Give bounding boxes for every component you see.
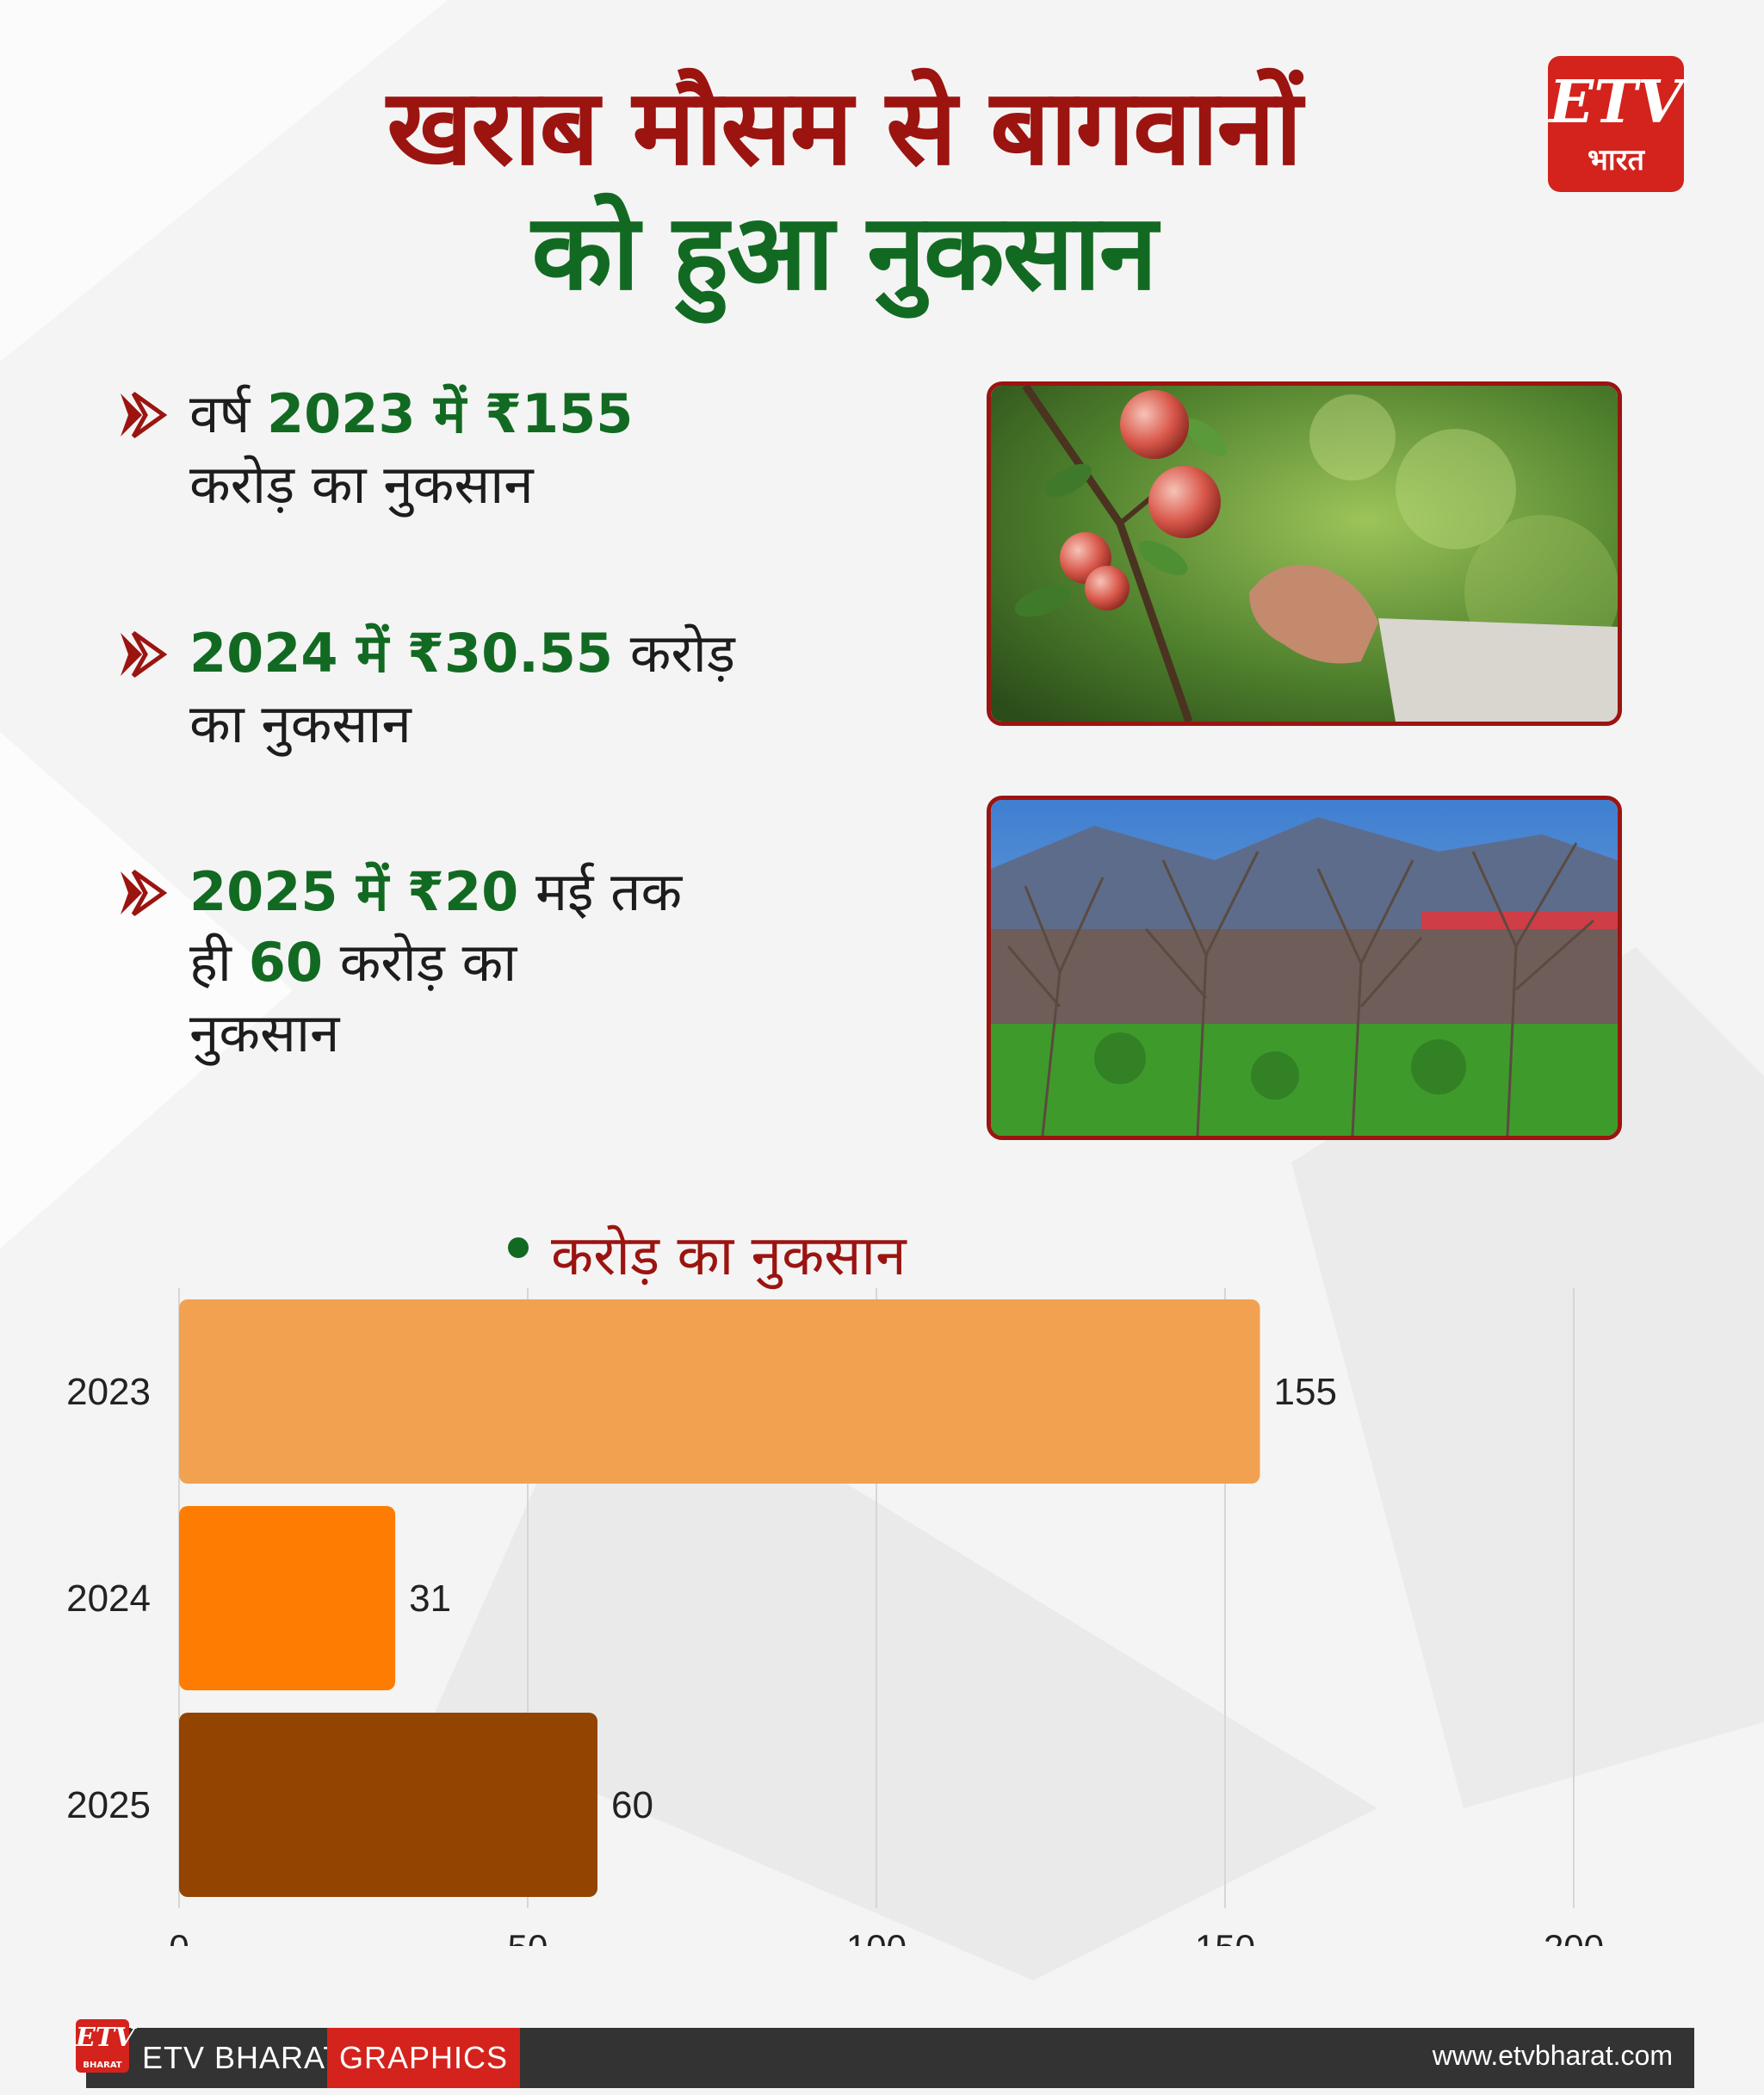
point-text-line2: करोड़ का नुकसान (189, 453, 534, 516)
point-text-bold: 2023 में ₹155 (267, 382, 634, 445)
x-tick-label: 150 (1195, 1927, 1255, 1946)
bar-chart: 0 50 100 150 200 2023 155 2024 31 2025 60 (66, 1288, 1604, 1946)
footer-website-link[interactable]: www.etvbharat.com (1432, 2040, 1673, 2071)
footer-logo[interactable]: ETV BHARAT (76, 2019, 134, 2073)
bare-orchard-photo-icon (991, 800, 1618, 1136)
point-text-post: मई तक (518, 860, 683, 923)
point-text-line2: का नुकसान (189, 692, 412, 755)
logo-subtext: भारत (1588, 143, 1644, 177)
page-title-line2: को हुआ नुकसान (531, 191, 1158, 313)
point-text-line2-pre: ही (189, 931, 249, 994)
point-text-pre: वर्ष (189, 382, 268, 445)
bar-2024 (179, 1506, 396, 1690)
point-text-post: करोड़ (613, 622, 735, 685)
x-tick-label: 0 (169, 1927, 189, 1946)
footer-brand: ETV BHARAT (142, 2040, 344, 2075)
x-tick-label: 200 (1544, 1927, 1604, 1946)
arrow-bullet-icon (121, 869, 168, 917)
data-label: 60 (611, 1784, 653, 1826)
point-text-line3: नुकसान (189, 1001, 340, 1064)
arrow-bullet-icon (121, 630, 168, 679)
y-tick-label: 2025 (66, 1784, 151, 1826)
y-tick-label: 2024 (66, 1577, 151, 1620)
apple-orchard-photo (987, 381, 1622, 726)
footer-graphics-label: GRAPHICS (327, 2028, 521, 2088)
bare-orchard-photo (987, 796, 1622, 1140)
data-label: 31 (409, 1577, 451, 1620)
legend-label: करोड़ का नुकसान (551, 1224, 907, 1288)
y-tick-label: 2023 (66, 1371, 151, 1413)
footer-logo-subtext: BHARAT (83, 2061, 122, 2070)
bar-2023 (179, 1299, 1260, 1484)
point-text-line2-bold: 60 (248, 931, 323, 994)
etv-bharat-logo[interactable]: ETV भारत (1548, 56, 1684, 192)
x-tick-label: 50 (508, 1927, 548, 1946)
legend-swatch (508, 1237, 529, 1258)
data-label: 155 (1274, 1371, 1337, 1413)
bar-2025 (179, 1713, 597, 1897)
point-text-bold: 2024 में ₹30.55 (189, 622, 614, 685)
footer-logo-text: ETV (76, 2023, 135, 2053)
apple-orchard-photo-icon (991, 386, 1618, 722)
x-tick-label: 100 (846, 1927, 907, 1946)
page-title-line1: खराब मौसम से बागवानों (387, 66, 1303, 189)
logo-text: ETV (1549, 68, 1683, 137)
footer-bar: ETV BHARAT GRAPHICS www.etvbharat.com (86, 2028, 1694, 2088)
arrow-bullet-icon (121, 391, 168, 439)
point-text-line2-post: करोड़ का (322, 931, 517, 994)
point-text-bold: 2025 में ₹20 (189, 860, 519, 923)
